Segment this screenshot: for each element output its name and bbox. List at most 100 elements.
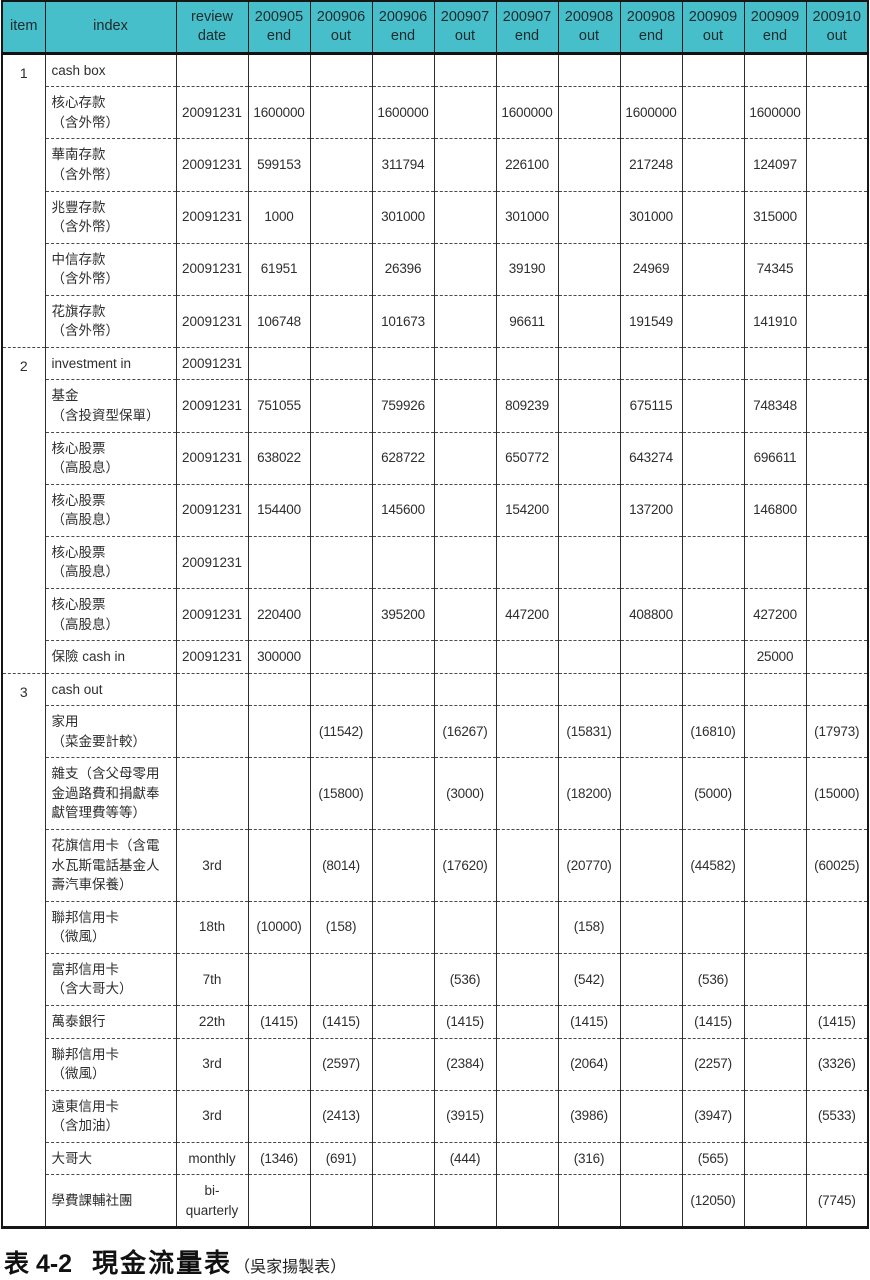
value-cell: 191549	[619, 294, 683, 348]
value-cell: 154200	[495, 483, 559, 537]
text-line: 水瓦斯電話基金人	[51, 857, 160, 873]
caption-credit: （吳家揚製表）	[234, 1259, 347, 1277]
value-cell: 675115	[619, 379, 683, 433]
value-cell: 696611	[743, 431, 807, 485]
value-cell	[309, 138, 373, 191]
value-cell: 809239	[495, 379, 559, 433]
table-row: 花旗存款 （含外幣） 20091231 106748 101673 96611 191549…	[2, 294, 869, 348]
value-cell	[433, 587, 497, 641]
text-line: （高股息）	[51, 564, 120, 580]
value-cell: (1346)	[247, 1141, 311, 1175]
value-cell	[433, 672, 497, 706]
table-row: 核心股票 （高股息） 20091231	[2, 535, 869, 589]
value-cell: (8014)	[309, 829, 373, 902]
value-cell	[681, 138, 745, 191]
index-label-cell: 兆豐存款 （含外幣）	[44, 190, 177, 244]
text-line: 大哥大	[51, 1150, 93, 1166]
column-header-period-200908-end: 200908 end	[619, 0, 683, 55]
value-cell	[309, 346, 373, 380]
value-cell: 141910	[743, 294, 807, 348]
value-cell: (3326)	[805, 1037, 869, 1091]
review-date-cell	[175, 757, 249, 830]
value-cell	[433, 379, 497, 433]
value-cell	[805, 138, 869, 191]
value-cell	[495, 900, 559, 954]
text-line: 花旗存款	[51, 303, 106, 319]
value-cell	[743, 1089, 807, 1143]
review-date-cell: 20091231	[175, 587, 249, 641]
value-cell: (3000)	[433, 757, 497, 830]
table-row: 聯邦信用卡 （微風） 3rd (2597) (2384) (2064) (2257) (332…	[2, 1037, 869, 1091]
text-line: 聯邦信用卡	[51, 1046, 120, 1062]
value-cell	[433, 483, 497, 537]
text-line: （高股息）	[51, 512, 120, 528]
value-cell: 24969	[619, 242, 683, 296]
review-date-cell: 20091231	[175, 86, 249, 139]
value-cell: (3915)	[433, 1089, 497, 1143]
table-row: 學費課輔社團 bi-quarterly (12050) (7745)	[2, 1174, 869, 1228]
value-cell: 137200	[619, 483, 683, 537]
value-cell	[805, 900, 869, 954]
text-line: 聯邦信用卡	[51, 909, 120, 925]
value-cell: 301000	[619, 190, 683, 244]
table-row: 1 cash box	[1, 52, 869, 348]
value-cell: (12050)	[681, 1174, 745, 1228]
value-cell: (2413)	[309, 1089, 373, 1143]
value-cell	[557, 640, 621, 674]
index-label-cell: 保險 cash in	[44, 640, 177, 674]
column-header-period-200905-end: 200905 end	[247, 0, 311, 55]
value-cell	[619, 346, 683, 380]
value-cell	[619, 1004, 683, 1038]
value-cell: (691)	[309, 1141, 373, 1175]
value-cell	[743, 1141, 807, 1175]
value-cell	[805, 952, 869, 1006]
value-cell	[557, 587, 621, 641]
value-cell	[247, 1174, 311, 1228]
text-line: 學費課輔社團	[51, 1193, 133, 1209]
table-row: 花旗信用卡（含電 水瓦斯電話基金人 壽汽車保養） 3rd (8014) (17620) (2…	[2, 829, 869, 902]
table-row: 雜支（含父母零用 金過路費和捐獻奉 獻管理費等等） (15800) (3000) (182…	[2, 757, 869, 830]
value-cell: 751055	[247, 379, 311, 433]
text-line: 核心股票	[51, 596, 106, 612]
value-cell	[681, 431, 745, 485]
value-cell	[557, 483, 621, 537]
value-cell	[557, 431, 621, 485]
value-cell	[557, 346, 621, 380]
value-cell	[247, 346, 311, 380]
text-line: 家用	[51, 714, 79, 730]
value-cell: 74345	[743, 242, 807, 296]
value-cell: (15800)	[309, 757, 373, 830]
value-cell	[371, 829, 435, 902]
table-row: 家用 （菜金要計較） (11542) (16267) (15831) (16810) (17…	[2, 705, 869, 758]
value-cell	[495, 640, 559, 674]
value-cell: (7745)	[805, 1174, 869, 1228]
value-cell: (1415)	[433, 1004, 497, 1038]
text-line: 基金	[51, 388, 79, 404]
value-cell: 638022	[247, 431, 311, 485]
value-cell: (17973)	[805, 705, 869, 758]
review-date-cell: 20091231	[175, 346, 249, 380]
value-cell	[371, 52, 435, 87]
index-label-cell: 萬泰銀行	[44, 1004, 177, 1038]
value-cell	[681, 346, 745, 380]
text-line: bi-	[204, 1183, 220, 1199]
value-cell	[619, 900, 683, 954]
period-type: out	[578, 27, 600, 44]
value-cell	[681, 535, 745, 589]
value-cell	[619, 640, 683, 674]
value-cell	[247, 705, 311, 758]
column-header-period-200910-out: 200910 out	[805, 0, 869, 55]
period-type: end	[390, 27, 416, 44]
column-header-period-200907-out: 200907 out	[433, 0, 497, 55]
value-cell: 628722	[371, 431, 435, 485]
value-cell	[433, 431, 497, 485]
value-cell	[247, 1089, 311, 1143]
table-row: 華南存款 （含外幣） 20091231 599153 311794 226100 21724…	[2, 138, 869, 191]
value-cell: (44582)	[681, 829, 745, 902]
value-cell	[557, 535, 621, 589]
value-cell: (3947)	[681, 1089, 745, 1143]
value-cell	[495, 1004, 559, 1038]
value-cell	[309, 587, 373, 641]
value-cell	[557, 294, 621, 348]
value-cell: (1415)	[557, 1004, 621, 1038]
